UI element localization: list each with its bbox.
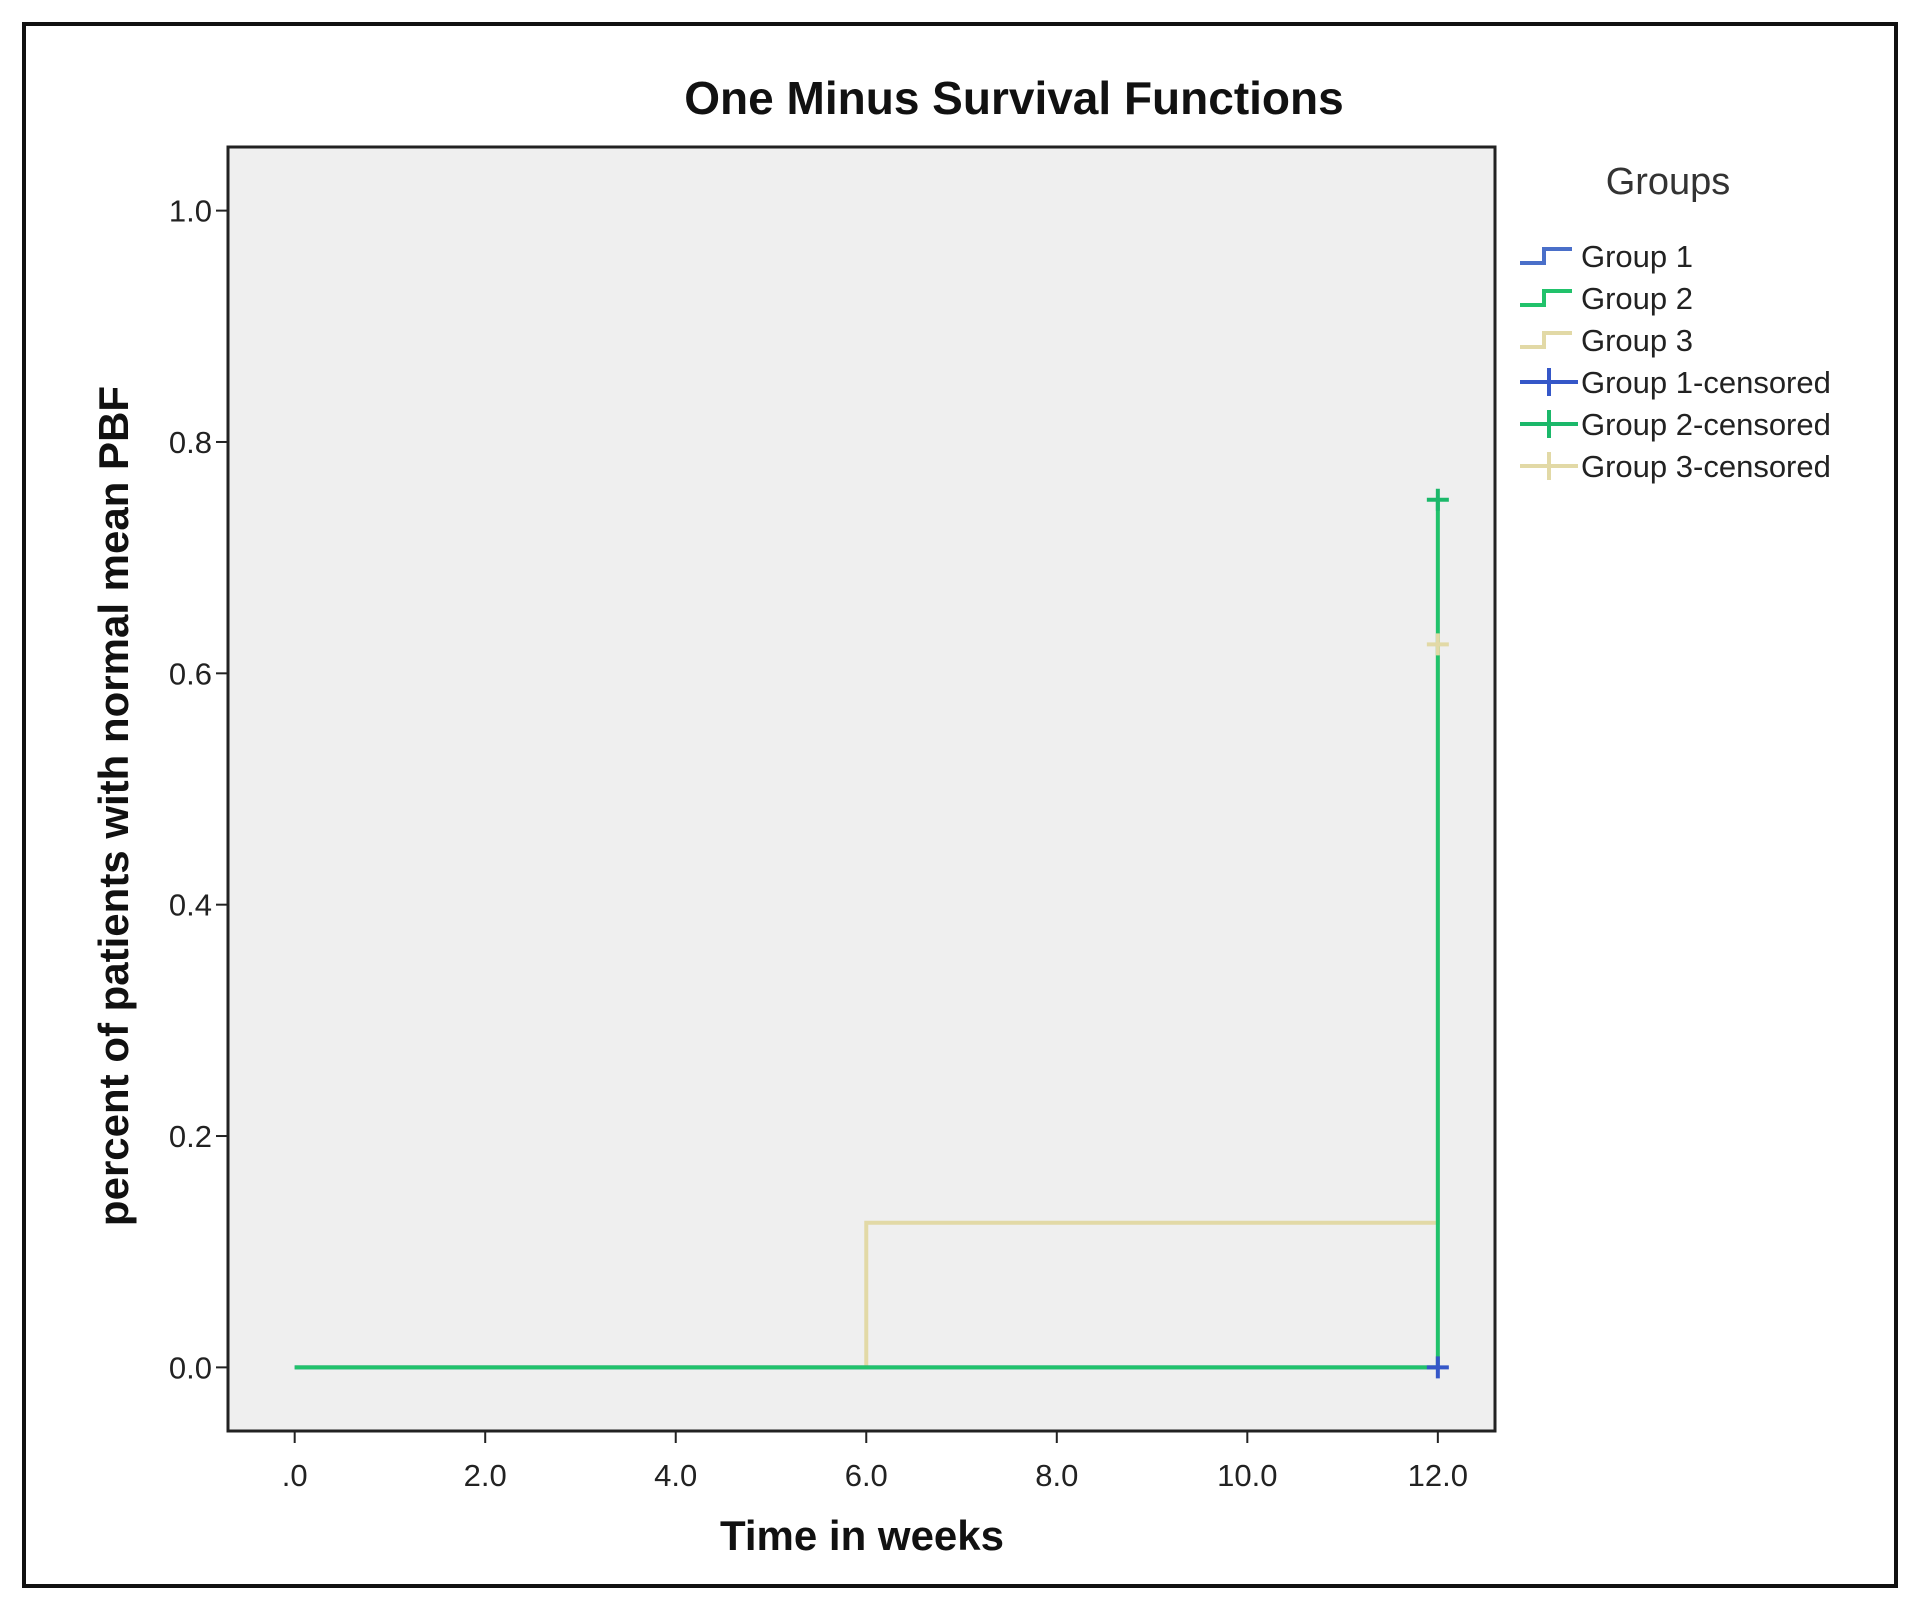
legend-label: Group 3-censored (1581, 449, 1831, 484)
y-tick-label: 1.0 (169, 194, 212, 229)
y-tick-label: 0.6 (169, 656, 212, 691)
x-tick-label: 12.0 (1408, 1458, 1468, 1493)
legend-swatch-step (1520, 289, 1572, 307)
censor-marker (1426, 633, 1449, 656)
legend-label: Group 3 (1581, 323, 1693, 358)
x-tick-label: 6.0 (845, 1458, 888, 1493)
x-tick-label: 8.0 (1035, 1458, 1078, 1493)
y-axis-title: percent of patients with normal mean PBF (90, 386, 137, 1226)
x-tick-label: 2.0 (464, 1458, 507, 1493)
y-tick-label: 0.2 (169, 1119, 212, 1154)
chart-title: One Minus Survival Functions (684, 72, 1343, 124)
legend-title: Groups (1606, 161, 1731, 203)
x-tick-label: 10.0 (1217, 1458, 1277, 1493)
x-axis-title: Time in weeks (720, 1512, 1004, 1559)
legend-swatch-censor (1520, 410, 1578, 438)
x-tick-label: 4.0 (654, 1458, 697, 1493)
y-tick-label: 0.8 (169, 425, 212, 460)
y-tick-label: 0.4 (169, 888, 212, 923)
legend-label: Group 1-censored (1581, 365, 1831, 400)
legend-swatch-censor (1520, 452, 1578, 480)
chart-frame: One Minus Survival Functions .0 2.0 4.0 6.0… (22, 22, 1898, 1588)
legend-swatch-step (1520, 247, 1572, 265)
plot-area (226, 145, 1497, 1433)
legend-label: Group 1 (1581, 239, 1693, 274)
chart-canvas: One Minus Survival Functions .0 2.0 4.0 6.0… (90, 72, 1831, 1559)
legend: Groups Group 1 Group 2 Group 3 Group 1-cens… (1520, 161, 1831, 484)
legend-swatch-censor (1520, 368, 1578, 396)
censor-marker (1426, 488, 1449, 511)
y-tick-label: 0.0 (169, 1350, 212, 1385)
legend-swatch-step (1520, 331, 1572, 349)
legend-label: Group 2 (1581, 281, 1693, 316)
censor-marker (1426, 1356, 1449, 1379)
legend-label: Group 2-censored (1581, 407, 1831, 442)
x-tick-label: .0 (282, 1458, 308, 1493)
